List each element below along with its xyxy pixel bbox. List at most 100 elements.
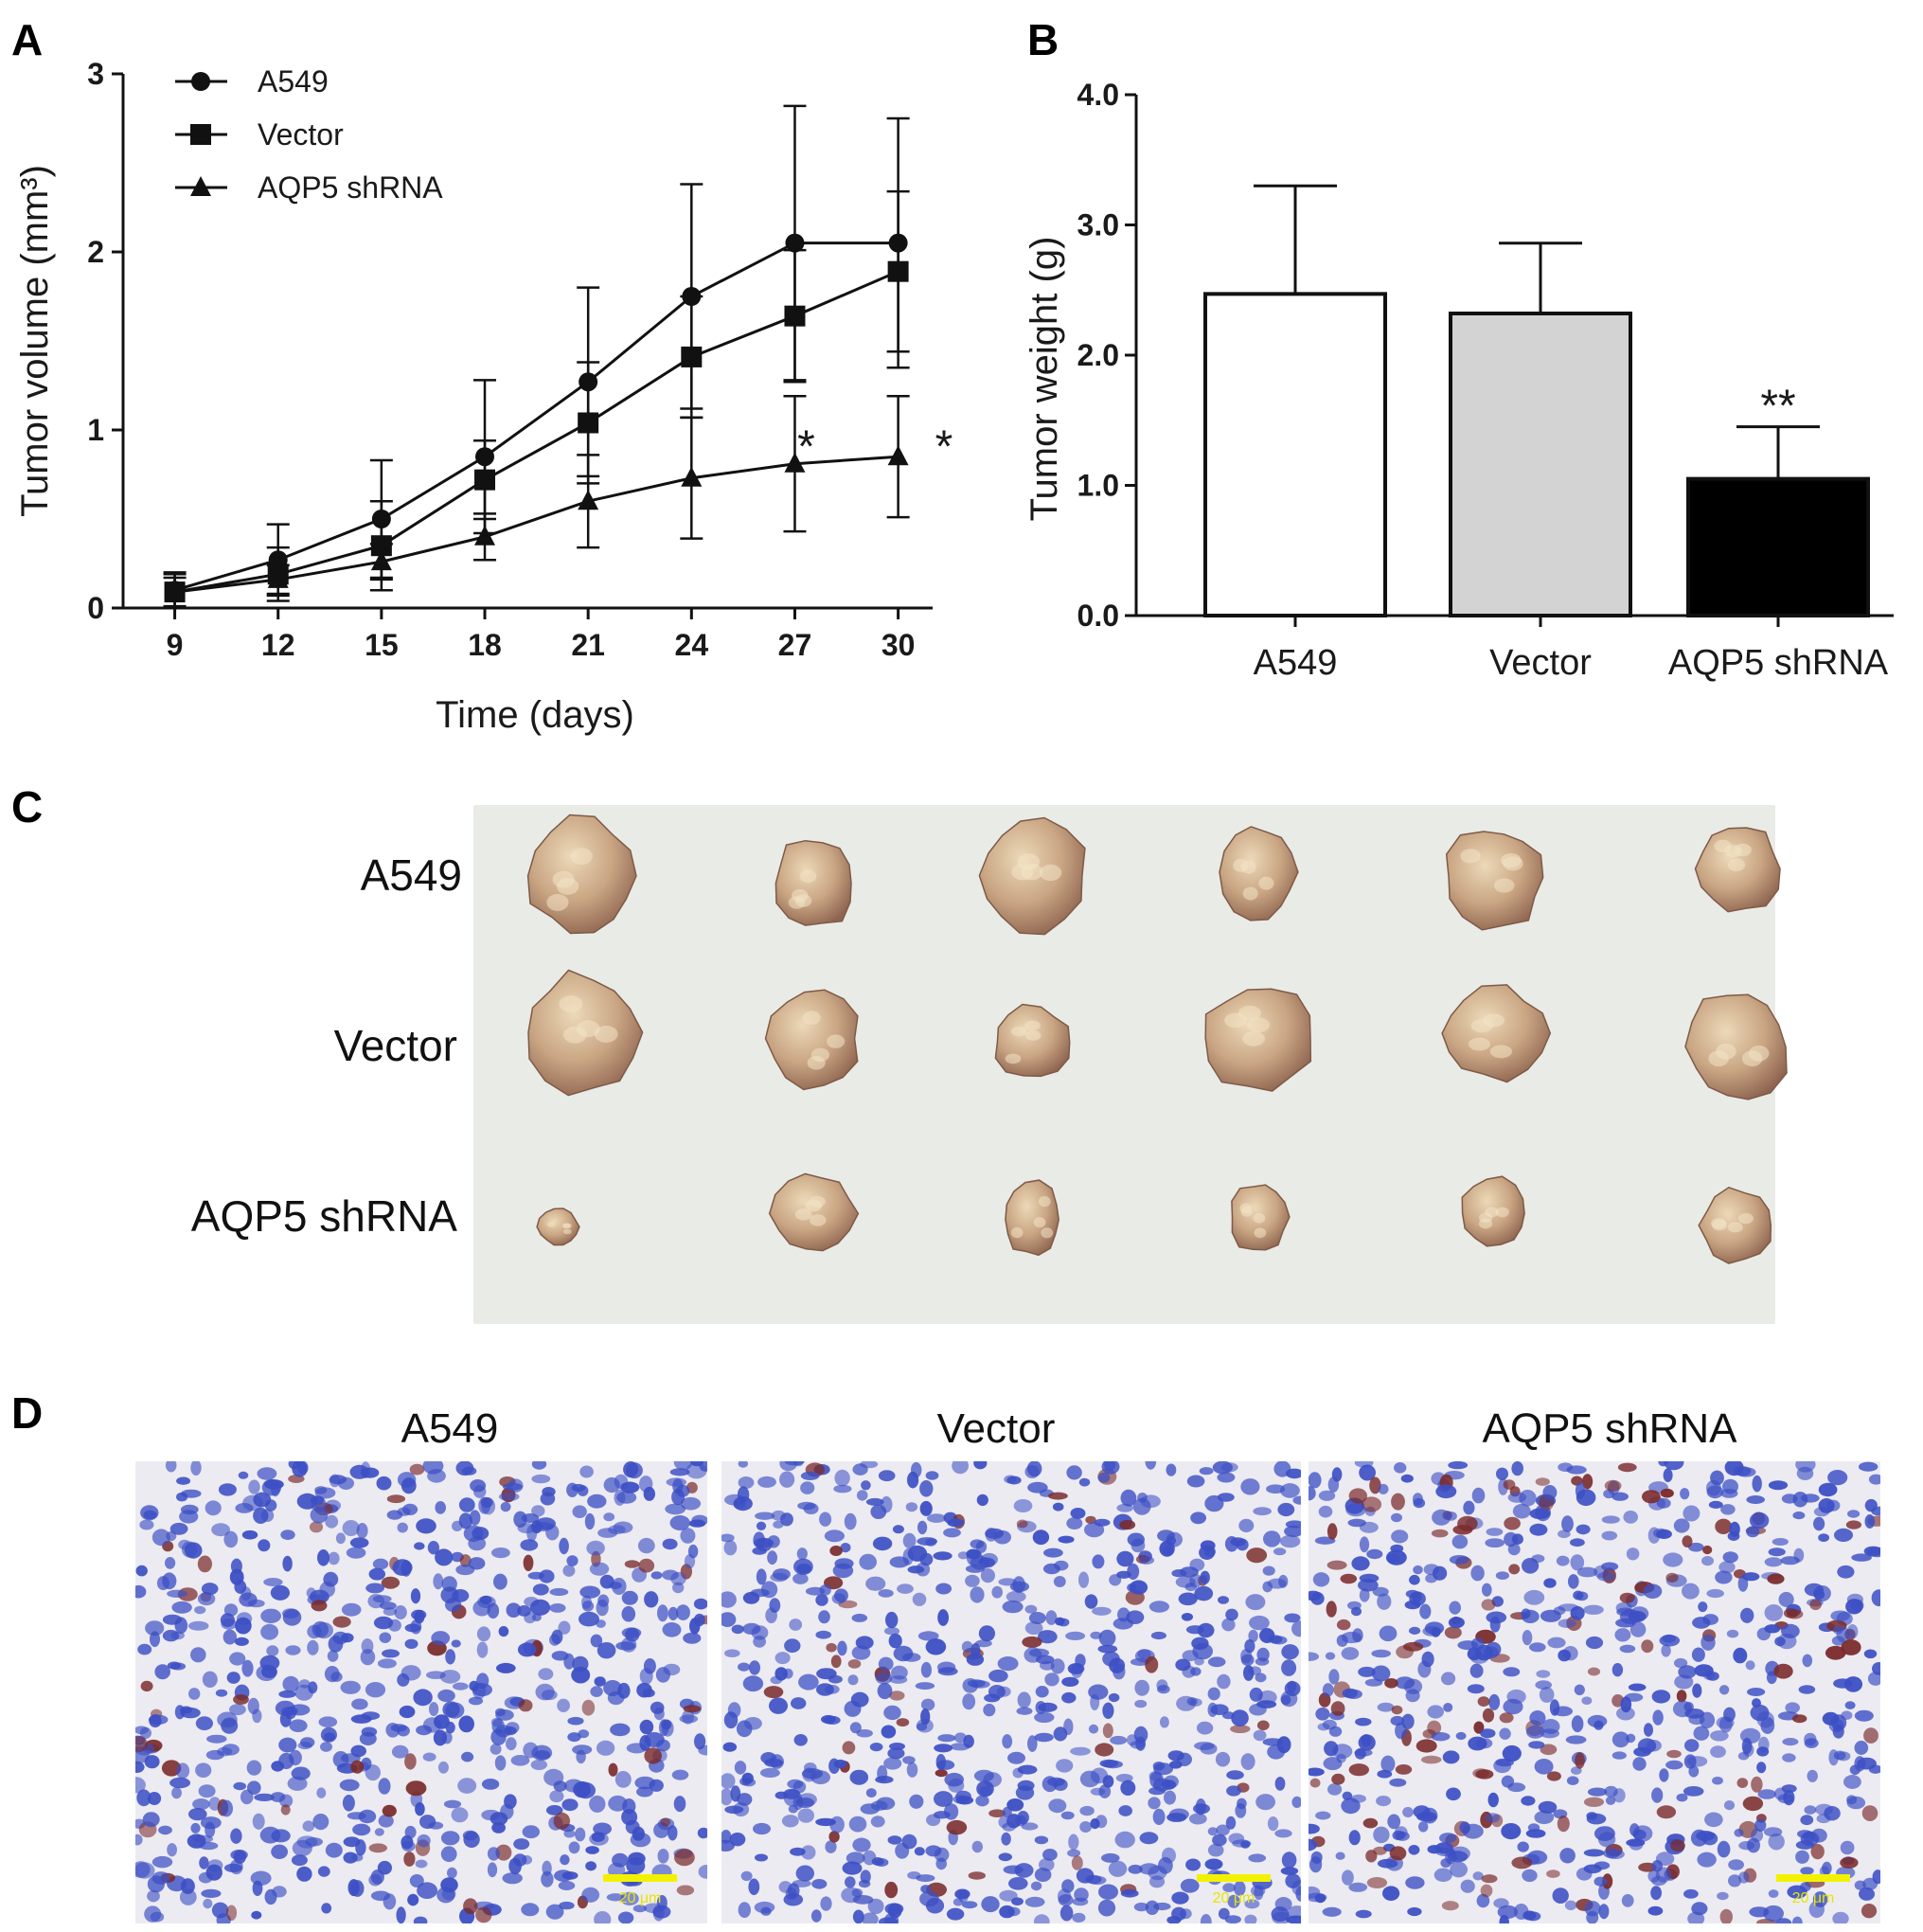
nucleus bbox=[1683, 1505, 1700, 1522]
nucleus bbox=[1502, 1744, 1522, 1762]
nucleus bbox=[428, 1821, 444, 1830]
nucleus bbox=[188, 1808, 207, 1821]
nucleus bbox=[1778, 1591, 1794, 1607]
panel-letter-b: B bbox=[1027, 15, 1059, 64]
y-axis-title: Tumor volume (mm³) bbox=[14, 165, 56, 517]
tumor-specimen bbox=[1219, 826, 1299, 921]
nucleus bbox=[934, 1791, 953, 1807]
nucleus bbox=[144, 1905, 162, 1923]
nucleus bbox=[1322, 1906, 1342, 1917]
nucleus bbox=[970, 1539, 985, 1549]
nucleus bbox=[680, 1496, 702, 1511]
nucleus bbox=[1594, 1876, 1608, 1887]
nucleus bbox=[530, 1760, 547, 1770]
nucleus bbox=[1431, 1732, 1451, 1742]
nucleus bbox=[1292, 1495, 1301, 1505]
nucleus bbox=[1196, 1721, 1214, 1735]
nucleus bbox=[797, 1808, 814, 1823]
nucleus bbox=[1291, 1796, 1301, 1808]
nucleus bbox=[321, 1903, 332, 1914]
nucleus bbox=[1101, 1852, 1120, 1863]
nucleus bbox=[1322, 1719, 1337, 1730]
nucleus bbox=[1511, 1461, 1523, 1476]
nucleus bbox=[493, 1573, 507, 1590]
nucleus bbox=[1659, 1635, 1681, 1647]
nucleus bbox=[788, 1804, 798, 1814]
nucleus bbox=[636, 1786, 653, 1798]
nucleus bbox=[1832, 1724, 1844, 1739]
nucleus bbox=[455, 1564, 475, 1576]
nucleus bbox=[490, 1812, 508, 1826]
nucleus bbox=[1359, 1536, 1370, 1553]
nucleus bbox=[1295, 1886, 1301, 1902]
nucleus bbox=[1682, 1535, 1693, 1547]
tumor-highlight bbox=[802, 1011, 821, 1025]
nucleus bbox=[230, 1828, 242, 1844]
nucleus bbox=[1570, 1538, 1585, 1547]
nucleus bbox=[1377, 1858, 1398, 1869]
nucleus bbox=[401, 1477, 417, 1494]
nucleus bbox=[784, 1638, 801, 1654]
nucleus bbox=[309, 1521, 324, 1533]
nucleus bbox=[1240, 1478, 1260, 1495]
nucleus bbox=[1863, 1649, 1878, 1659]
nucleus bbox=[1244, 1638, 1255, 1654]
series-line-2 bbox=[174, 455, 899, 594]
nucleus bbox=[391, 1744, 409, 1759]
nucleus bbox=[1700, 1634, 1716, 1651]
nucleus bbox=[1225, 1608, 1238, 1621]
nucleus bbox=[891, 1665, 908, 1680]
nucleus bbox=[360, 1461, 371, 1478]
nucleus bbox=[1594, 1720, 1604, 1730]
nucleus bbox=[1534, 1810, 1555, 1825]
nucleus bbox=[1846, 1795, 1858, 1805]
nucleus bbox=[1207, 1843, 1224, 1857]
nucleus bbox=[883, 1757, 902, 1770]
nucleus bbox=[966, 1653, 985, 1666]
nucleus bbox=[1110, 1735, 1128, 1745]
nucleus bbox=[973, 1461, 988, 1470]
tumor-highlight bbox=[810, 1047, 830, 1063]
nucleus bbox=[902, 1548, 914, 1565]
nucleus bbox=[1098, 1884, 1118, 1900]
nucleus bbox=[1529, 1710, 1546, 1726]
nucleus bbox=[158, 1825, 172, 1835]
nucleus bbox=[1181, 1613, 1193, 1621]
nucleus bbox=[783, 1893, 804, 1906]
tumor-highlight bbox=[1485, 1207, 1499, 1218]
nucleus bbox=[1706, 1588, 1724, 1599]
nucleus bbox=[742, 1675, 764, 1692]
nucleus bbox=[285, 1645, 301, 1655]
nucleus bbox=[819, 1584, 831, 1596]
tumor-highlight bbox=[1727, 1222, 1743, 1233]
tumor-highlight bbox=[1501, 852, 1522, 868]
nucleus bbox=[1032, 1530, 1050, 1546]
nucleus bbox=[1598, 1904, 1610, 1920]
nucleus bbox=[993, 1530, 1012, 1545]
nucleus bbox=[1764, 1604, 1784, 1621]
nucleus bbox=[1373, 1846, 1387, 1855]
nucleus bbox=[946, 1819, 968, 1835]
nucleus bbox=[1734, 1828, 1744, 1837]
nucleus bbox=[463, 1525, 484, 1543]
nucleus bbox=[1132, 1497, 1151, 1515]
nucleus bbox=[1774, 1637, 1786, 1647]
nucleus bbox=[971, 1840, 984, 1853]
nucleus bbox=[1280, 1483, 1300, 1498]
nucleus bbox=[282, 1675, 300, 1692]
tumor-highlight bbox=[1017, 853, 1041, 870]
nucleus bbox=[260, 1608, 281, 1624]
nucleus bbox=[1327, 1783, 1343, 1796]
nucleus bbox=[383, 1607, 398, 1617]
series-line-0 bbox=[174, 242, 899, 592]
nucleus bbox=[1145, 1655, 1159, 1673]
nucleus bbox=[1386, 1553, 1400, 1564]
nucleus bbox=[1827, 1470, 1848, 1486]
nucleus bbox=[878, 1656, 894, 1672]
nucleus bbox=[264, 1499, 277, 1512]
nucleus bbox=[1024, 1621, 1043, 1636]
nucleus bbox=[1604, 1479, 1622, 1492]
nucleus bbox=[223, 1629, 237, 1645]
nucleus bbox=[851, 1888, 864, 1898]
error-bars bbox=[1254, 184, 1820, 479]
